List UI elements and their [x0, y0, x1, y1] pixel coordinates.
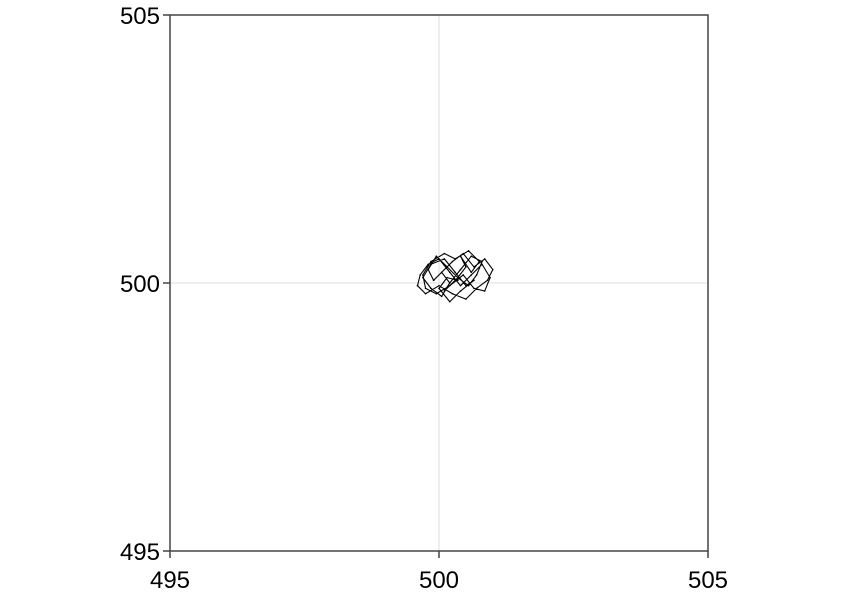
data-point	[470, 271, 473, 274]
tick-labels: 495 500 505 495 500 505	[120, 3, 728, 594]
data-point	[440, 295, 443, 298]
data-point	[454, 271, 456, 274]
data-point	[430, 263, 432, 266]
data-point	[470, 274, 473, 276]
x-tick-label: 505	[688, 567, 728, 594]
data-point	[462, 252, 465, 255]
data-point	[443, 252, 446, 255]
data-point	[448, 300, 451, 303]
data-point	[440, 271, 443, 274]
data-point	[475, 274, 478, 276]
data-point	[483, 290, 486, 292]
data-point	[478, 260, 481, 263]
data-point	[467, 250, 470, 252]
data-point	[459, 290, 462, 292]
x-tick-label: 495	[150, 567, 190, 594]
data-point	[473, 279, 475, 282]
data-point	[486, 279, 489, 282]
data-point	[475, 287, 478, 290]
tick-marks	[163, 14, 709, 558]
data-point	[446, 266, 448, 268]
data-point	[481, 263, 483, 266]
data-point	[459, 268, 462, 271]
data-point	[467, 284, 470, 287]
data-point	[446, 276, 448, 279]
data-point	[435, 255, 438, 257]
data-point	[422, 274, 424, 276]
data-point	[438, 284, 440, 287]
y-tick-label: 495	[120, 539, 160, 566]
data-point	[416, 284, 419, 287]
data-point	[465, 298, 467, 300]
data-point	[465, 284, 467, 287]
data-point	[422, 276, 424, 279]
data-point	[457, 279, 459, 282]
data-point	[438, 258, 440, 260]
data-point	[438, 287, 440, 290]
data-point	[459, 255, 462, 257]
data-point	[462, 274, 465, 276]
data-point	[448, 284, 451, 287]
y-tick-label: 500	[120, 271, 160, 298]
x-tick-label: 500	[419, 567, 459, 594]
data-point	[451, 260, 454, 263]
data-point	[483, 258, 486, 260]
data-point	[435, 292, 438, 295]
data-point	[427, 268, 430, 271]
data-point	[448, 282, 451, 284]
gridlines	[170, 15, 708, 551]
data-point	[451, 292, 454, 295]
data-point	[470, 255, 473, 257]
data-point	[424, 292, 427, 295]
data-point	[454, 258, 456, 260]
data-point	[459, 284, 462, 287]
data-point	[457, 276, 459, 279]
data-point	[419, 274, 421, 276]
data-point	[473, 266, 475, 268]
data-point	[481, 260, 483, 263]
data-point	[424, 287, 427, 290]
data-point	[427, 263, 430, 266]
data-point	[492, 268, 494, 271]
data-point	[448, 271, 451, 274]
data-point	[430, 287, 432, 290]
data-point	[465, 266, 467, 268]
data-point	[432, 279, 435, 282]
data-point	[443, 258, 446, 260]
data-point	[443, 290, 446, 292]
series-path	[416, 250, 494, 303]
y-tick-label: 505	[120, 3, 160, 30]
data-point	[473, 287, 475, 290]
data-point	[430, 260, 432, 263]
data-point	[489, 276, 491, 279]
